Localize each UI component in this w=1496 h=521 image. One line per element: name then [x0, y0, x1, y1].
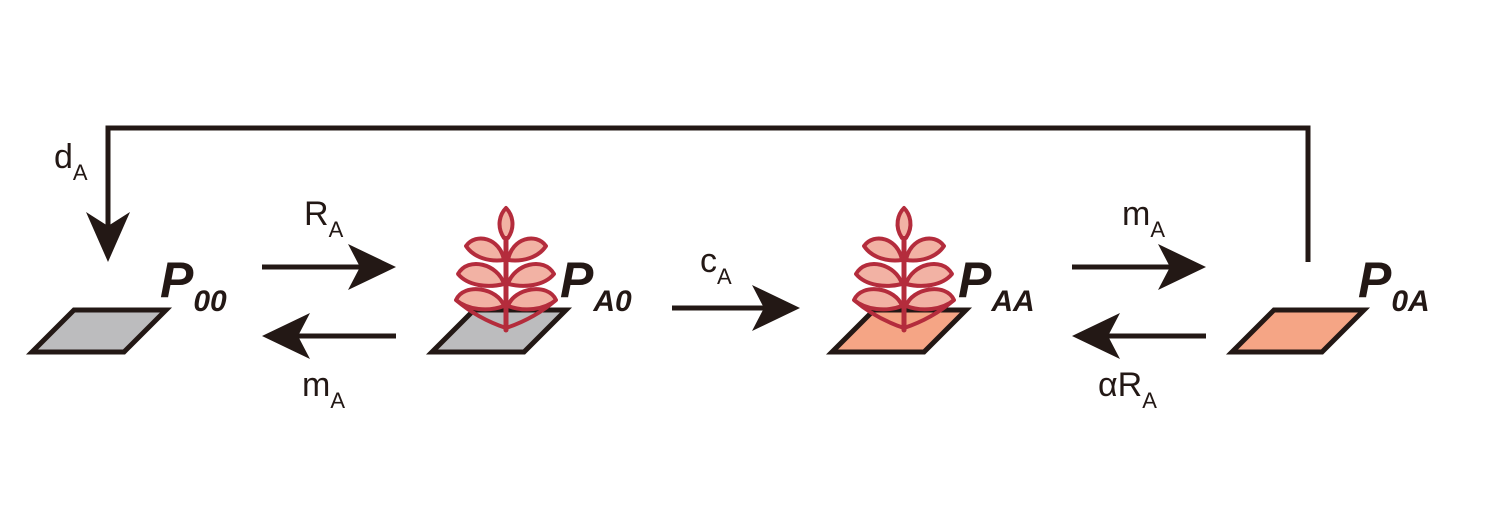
arrowhead-left-icon: [262, 313, 310, 359]
label-pa0-to-paa-main: c: [700, 242, 717, 280]
label-pa0-to-p00-sub: A: [330, 388, 345, 413]
state-paa: PAA: [825, 208, 1035, 355]
parallelogram-patch-icon: [25, 307, 173, 355]
svg-text:PAA: PAA: [958, 252, 1035, 318]
svg-text:dA: dA: [54, 138, 88, 185]
state-pa0: PA0: [425, 208, 632, 355]
plant-icon: [456, 208, 556, 330]
arrowhead-right-icon: [1158, 244, 1206, 290]
svg-text:PA0: PA0: [560, 252, 632, 318]
arrowhead-down-icon: [86, 212, 130, 262]
parallelogram-patch-icon: [825, 307, 973, 355]
svg-text:P00: P00: [160, 252, 227, 318]
arrow-pa0-to-paa: cA: [672, 242, 800, 331]
label-p0a-to-paa-sub: A: [1142, 388, 1157, 413]
parallelogram-patch-icon: [425, 307, 573, 355]
label-paa-to-p0a-main: m: [1122, 195, 1150, 233]
label-pa0-to-p00-main: m: [302, 366, 330, 404]
state-pa0-sub: A0: [592, 285, 632, 318]
parallelogram-patch-icon: [1225, 307, 1371, 355]
svg-text:mA: mA: [302, 366, 345, 413]
state-p00-main: P: [160, 252, 194, 308]
state-p0a: P0A: [1225, 252, 1430, 355]
state-p00-sub: 00: [193, 285, 227, 318]
arrowhead-right-icon: [752, 285, 800, 331]
state-pa0-main: P: [560, 252, 594, 308]
svg-text:cA: cA: [700, 242, 732, 289]
state-paa-main: P: [958, 252, 992, 308]
label-p00-to-pa0-sub: A: [329, 217, 344, 242]
label-p0a-to-paa-main: αR: [1098, 366, 1142, 404]
label-p0a-to-p00-sub: A: [73, 160, 88, 185]
svg-text:RA: RA: [304, 195, 344, 242]
arrow-p00-to-pa0: RA: [262, 195, 396, 290]
state-paa-sub: AA: [990, 285, 1034, 318]
arrowhead-left-icon: [1072, 313, 1120, 359]
label-paa-to-p0a-sub: A: [1150, 217, 1165, 242]
arrow-paa-to-p0a: mA: [1072, 195, 1206, 290]
plant-icon: [854, 208, 954, 330]
arrow-p0a-to-p00: dA: [54, 125, 1311, 262]
svg-text:P0A: P0A: [1358, 252, 1430, 318]
svg-text:αRA: αRA: [1098, 366, 1157, 413]
state-p0a-main: P: [1358, 252, 1392, 308]
label-p0a-to-p00-main: d: [54, 138, 73, 176]
arrow-pa0-to-p00: mA: [262, 313, 396, 413]
arrow-p0a-to-paa: αRA: [1072, 313, 1206, 413]
svg-text:mA: mA: [1122, 195, 1165, 242]
label-p00-to-pa0-main: R: [304, 195, 329, 233]
label-pa0-to-paa-sub: A: [717, 264, 732, 289]
state-p0a-sub: 0A: [1391, 285, 1429, 318]
state-p00: P00: [25, 252, 227, 355]
arrowhead-right-icon: [348, 244, 396, 290]
